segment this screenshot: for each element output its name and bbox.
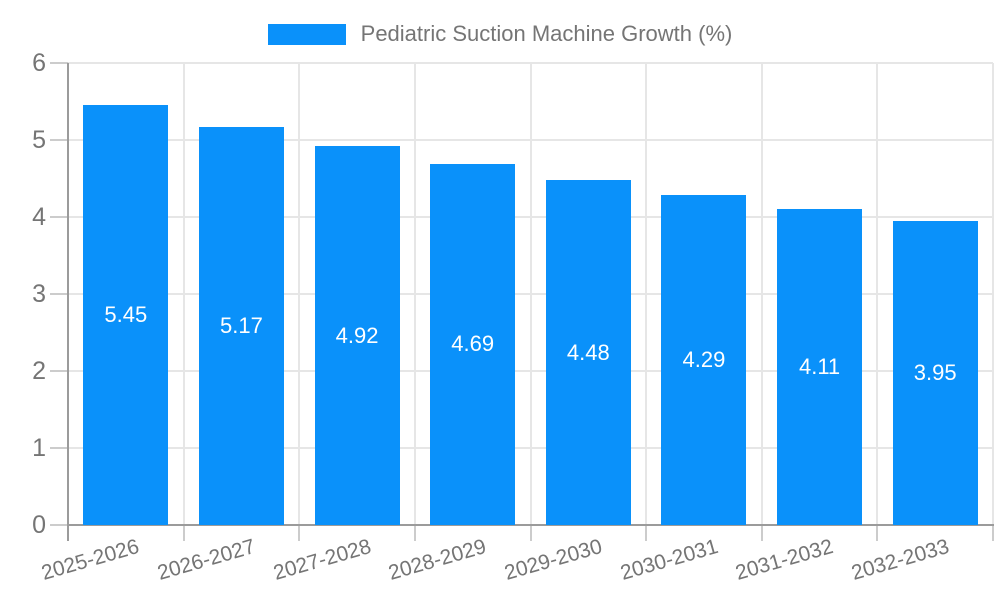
y-tick-label: 5 (32, 126, 46, 154)
v-gridline (529, 63, 532, 525)
y-tick (50, 139, 68, 141)
bar[interactable] (83, 105, 169, 525)
legend-label: Pediatric Suction Machine Growth (%) (360, 21, 733, 46)
x-tick (645, 525, 648, 541)
v-gridline (876, 63, 879, 525)
y-tick (50, 447, 68, 449)
bar[interactable] (892, 220, 978, 525)
v-gridline (413, 63, 416, 525)
x-tick-label: 2030-2031 (617, 535, 721, 585)
bar-value-label: 4.11 (798, 353, 841, 379)
bar-value-label: 3.95 (913, 359, 957, 385)
y-tick (50, 62, 68, 64)
bar-value-label: 5.17 (220, 312, 263, 338)
y-tick (50, 293, 68, 295)
bar[interactable] (314, 146, 400, 525)
bar[interactable] (777, 208, 863, 525)
v-gridline (298, 63, 301, 525)
v-gridline (182, 63, 185, 525)
v-gridline (645, 63, 648, 525)
y-tick-label: 6 (32, 49, 46, 77)
x-tick (182, 525, 185, 541)
x-tick-label: 2025-2026 (39, 535, 143, 585)
bar[interactable] (198, 126, 284, 525)
y-tick (50, 216, 68, 218)
bar[interactable] (430, 163, 516, 525)
y-tick (50, 370, 68, 372)
x-axis-line (67, 524, 994, 526)
bar-value-label: 5.45 (104, 302, 148, 328)
x-tick-label: 2032-2033 (848, 535, 952, 585)
bar-value-label: 4.29 (682, 346, 726, 372)
x-tick (760, 525, 763, 541)
x-tick-label: 2031-2032 (733, 535, 836, 585)
bar[interactable] (545, 180, 631, 525)
x-tick-label: 2027-2028 (270, 535, 374, 585)
y-tick-label: 4 (32, 203, 46, 231)
y-tick-label: 3 (32, 280, 46, 308)
legend-swatch-icon (267, 23, 346, 45)
x-tick (529, 525, 532, 541)
v-gridline (992, 63, 994, 525)
y-tick-label: 0 (32, 511, 46, 539)
x-tick (298, 525, 301, 541)
bar-value-label: 4.69 (451, 331, 495, 357)
x-tick (876, 525, 879, 541)
x-tick (413, 525, 416, 541)
y-tick (50, 524, 68, 526)
x-tick-label: 2026-2027 (154, 535, 258, 585)
y-tick-label: 1 (32, 434, 46, 462)
y-axis-line (67, 63, 69, 541)
x-tick (992, 525, 994, 541)
legend-item[interactable]: Pediatric Suction Machine Growth (%) (267, 21, 733, 47)
x-tick-label: 2029-2030 (501, 535, 605, 585)
bar[interactable] (661, 194, 747, 525)
y-tick-label: 2 (32, 357, 46, 385)
v-gridline (760, 63, 763, 525)
bar-value-label: 4.92 (335, 322, 379, 348)
x-tick-label: 2028-2029 (386, 535, 490, 585)
legend: Pediatric Suction Machine Growth (%) (0, 21, 1000, 47)
bar-value-label: 4.48 (566, 339, 610, 365)
